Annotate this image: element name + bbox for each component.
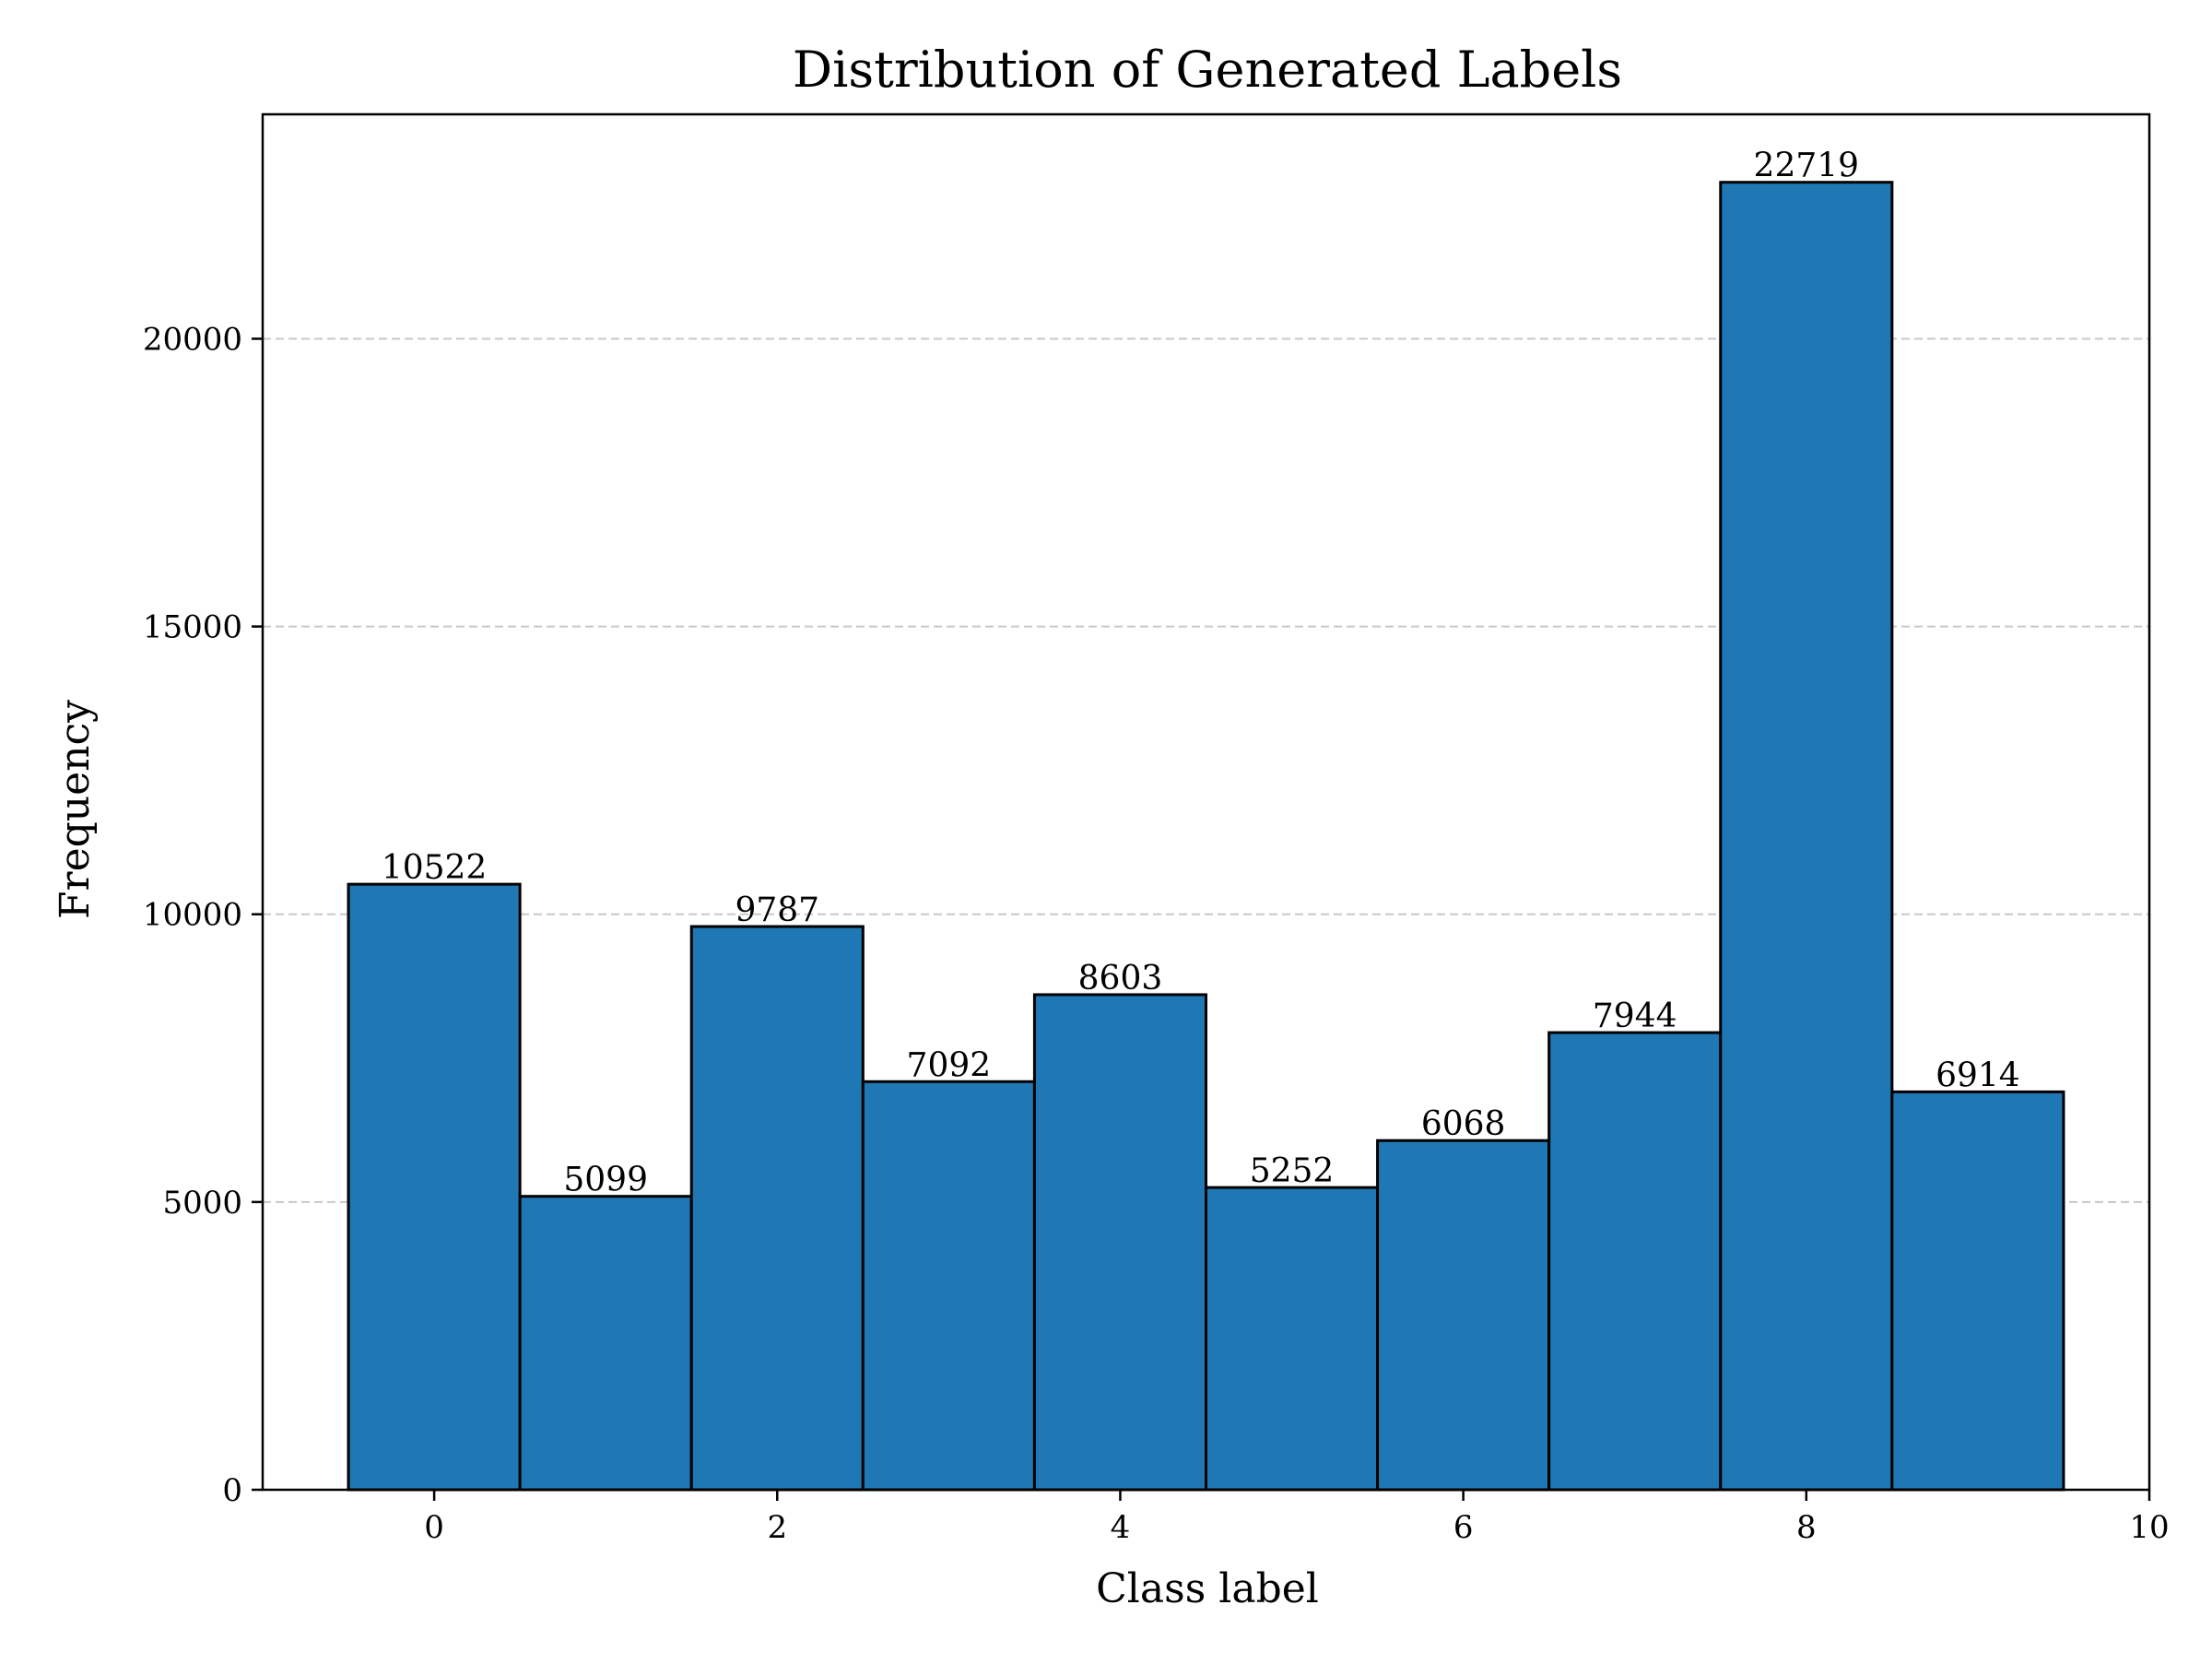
x-tick-label-10: 10 <box>2129 1509 2169 1546</box>
bar-class-4 <box>1032 993 1207 1492</box>
data-label-class-9: 6914 <box>1936 1056 2020 1094</box>
y-tick-label-5000: 5000 <box>162 1185 242 1221</box>
data-label-class-4: 8603 <box>1078 960 1163 997</box>
y-tick-label-20000: 20000 <box>143 321 242 358</box>
bar-class-8 <box>1719 181 1894 1492</box>
data-label-class-8: 22719 <box>1754 148 1860 185</box>
bar-class-9 <box>1890 1090 2065 1492</box>
x-axis-label: Class label <box>1096 1565 1319 1612</box>
plot-frame <box>261 112 2151 1492</box>
x-tick-label-4: 4 <box>1111 1509 1131 1546</box>
y-axis-label: Frequency <box>52 700 99 919</box>
data-label-class-0: 10522 <box>382 849 488 887</box>
y-ticks: 0 5000 10000 15000 20000 <box>143 321 263 1509</box>
data-label-class-2: 9787 <box>735 891 819 929</box>
y-tick-label-10000: 10000 <box>143 897 242 934</box>
bar-class-2 <box>689 925 865 1492</box>
bars-layer <box>347 181 2065 1492</box>
bar-class-5 <box>1205 1186 1380 1492</box>
bar-class-3 <box>861 1080 1036 1492</box>
x-ticks: 0 2 4 6 8 10 <box>424 1490 2170 1546</box>
bar-class-6 <box>1376 1139 1551 1492</box>
bar-class-1 <box>518 1195 693 1492</box>
x-tick-label-8: 8 <box>1796 1509 1817 1546</box>
data-label-class-7: 7944 <box>1593 997 1677 1035</box>
data-label-class-6: 6068 <box>1421 1105 1506 1143</box>
x-tick-label-0: 0 <box>424 1509 444 1546</box>
y-tick-label-0: 0 <box>222 1472 242 1509</box>
y-tick-label-15000: 15000 <box>143 609 242 646</box>
data-labels-layer: 10522 5099 9787 7092 8603 5252 6068 7944 22719 69… <box>382 148 2020 1199</box>
chart-title: Distribution of Generated Labels <box>793 41 1622 99</box>
data-label-class-5: 5252 <box>1250 1152 1335 1190</box>
x-tick-label-2: 2 <box>767 1509 787 1546</box>
data-label-class-1: 5099 <box>563 1162 648 1199</box>
bar-class-7 <box>1547 1031 1723 1492</box>
data-label-class-3: 7092 <box>907 1046 992 1084</box>
x-tick-label-6: 6 <box>1453 1509 1474 1546</box>
bar-class-0 <box>347 882 522 1492</box>
